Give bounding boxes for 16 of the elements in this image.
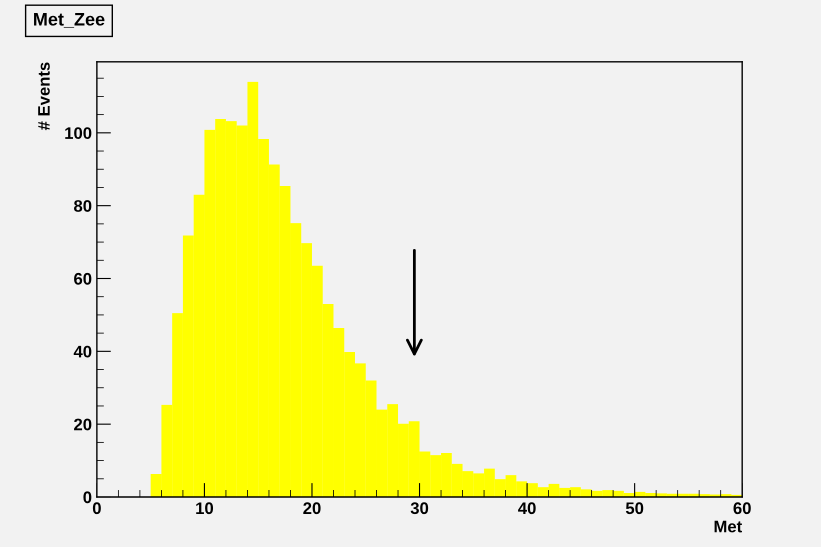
y-tick-label: 20: [74, 418, 92, 430]
x-tick-label: 60: [734, 502, 751, 514]
x-tick-label: 40: [518, 502, 536, 514]
y-tick-label: 0: [83, 491, 92, 504]
x-tick-label: 0: [92, 502, 101, 514]
y-tick-label: 100: [65, 127, 92, 140]
chart-title: Met_Zee: [34, 13, 104, 28]
x-axis-title: Met: [714, 520, 742, 532]
x-tick-label: 10: [196, 502, 214, 514]
y-axis-title: # Events: [38, 62, 50, 130]
y-tick-label: 40: [74, 346, 92, 358]
x-tick-label: 50: [626, 502, 644, 514]
x-tick-label: 30: [410, 502, 428, 514]
y-tick-label: 60: [74, 272, 92, 285]
x-tick-label: 20: [303, 502, 321, 514]
y-tick-label: 80: [74, 200, 92, 212]
